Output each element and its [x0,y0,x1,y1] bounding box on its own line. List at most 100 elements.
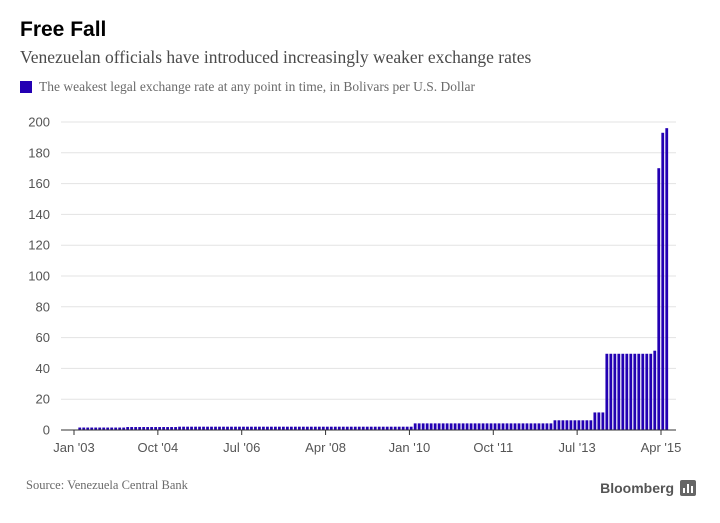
bar [214,426,217,430]
y-tick-label: 180 [28,145,50,160]
bar [549,423,553,430]
bar [461,423,465,430]
bar [473,423,477,430]
bar [481,423,485,430]
bar [285,426,289,430]
bar [250,426,253,430]
bar [90,427,94,430]
bar [110,427,114,430]
bar [182,426,185,430]
bar [465,423,469,430]
bar [198,426,201,430]
bar [605,353,609,430]
brand-name: Bloomberg [600,480,674,496]
bar [130,427,134,430]
bar [226,426,229,430]
bar [489,423,493,430]
y-tick-label: 140 [28,207,50,222]
brand-logo: Bloomberg [600,480,696,496]
bar [202,426,205,430]
bar [289,426,293,430]
y-tick-label: 100 [28,269,50,284]
bar [433,423,437,430]
bar [597,412,601,430]
x-tick-label: Jan '10 [389,440,431,455]
bar [98,427,102,430]
bar [142,427,146,430]
bar [162,427,165,430]
bar [441,423,445,430]
bar [425,423,429,430]
bar [102,427,106,430]
bar [601,412,605,430]
bar [561,420,565,430]
bar [505,423,509,430]
bar [393,426,397,430]
bar [445,423,449,430]
bar [82,427,86,430]
bar [158,427,162,430]
bar [274,426,277,430]
legend-swatch [20,81,32,93]
bar [345,426,349,430]
bar [533,423,537,430]
legend-label: The weakest legal exchange rate at any p… [39,79,475,94]
bar [313,426,317,430]
bar [270,426,273,430]
bar [521,423,525,430]
bar [293,426,297,430]
bar [525,423,529,430]
bar [266,426,269,430]
bar [106,427,110,430]
bar [593,412,597,430]
bar [637,353,641,430]
bar [150,427,154,430]
bar [557,420,561,430]
x-tick-label: Apr '08 [305,440,346,455]
bar [369,426,373,430]
bar [429,423,433,430]
bar [230,426,233,430]
bar [501,423,505,430]
bar [329,426,333,430]
bar [365,426,369,430]
bar [645,353,649,430]
bar [174,427,177,430]
bar [437,423,441,430]
bar [218,426,221,430]
bar [565,420,569,430]
bar [258,426,261,430]
bar [513,423,517,430]
bar [126,427,130,430]
bar [353,426,357,430]
bar [78,427,82,430]
bar [537,423,541,430]
bar [166,427,169,430]
x-tick-label: Jan '03 [53,440,95,455]
bar [397,426,401,430]
source-note: Source: Venezuela Central Bank [26,478,188,492]
bar [154,427,158,430]
bar [421,423,425,430]
bar [633,353,637,430]
bar [357,426,361,430]
bar [653,350,657,430]
bar [114,427,118,430]
bar [349,426,353,430]
bar [657,168,661,430]
bar [254,426,257,430]
bar [613,353,617,430]
bar [246,426,249,430]
bar [649,353,653,430]
bar [617,353,621,430]
legend: The weakest legal exchange rate at any p… [20,79,475,95]
bar [309,426,313,430]
bar [385,426,389,430]
bar [497,423,501,430]
bar [573,420,577,430]
y-tick-label: 0 [43,423,50,438]
bar [373,426,377,430]
bar [138,427,142,430]
x-tick-label: Oct '04 [137,440,178,455]
bar [186,426,189,430]
